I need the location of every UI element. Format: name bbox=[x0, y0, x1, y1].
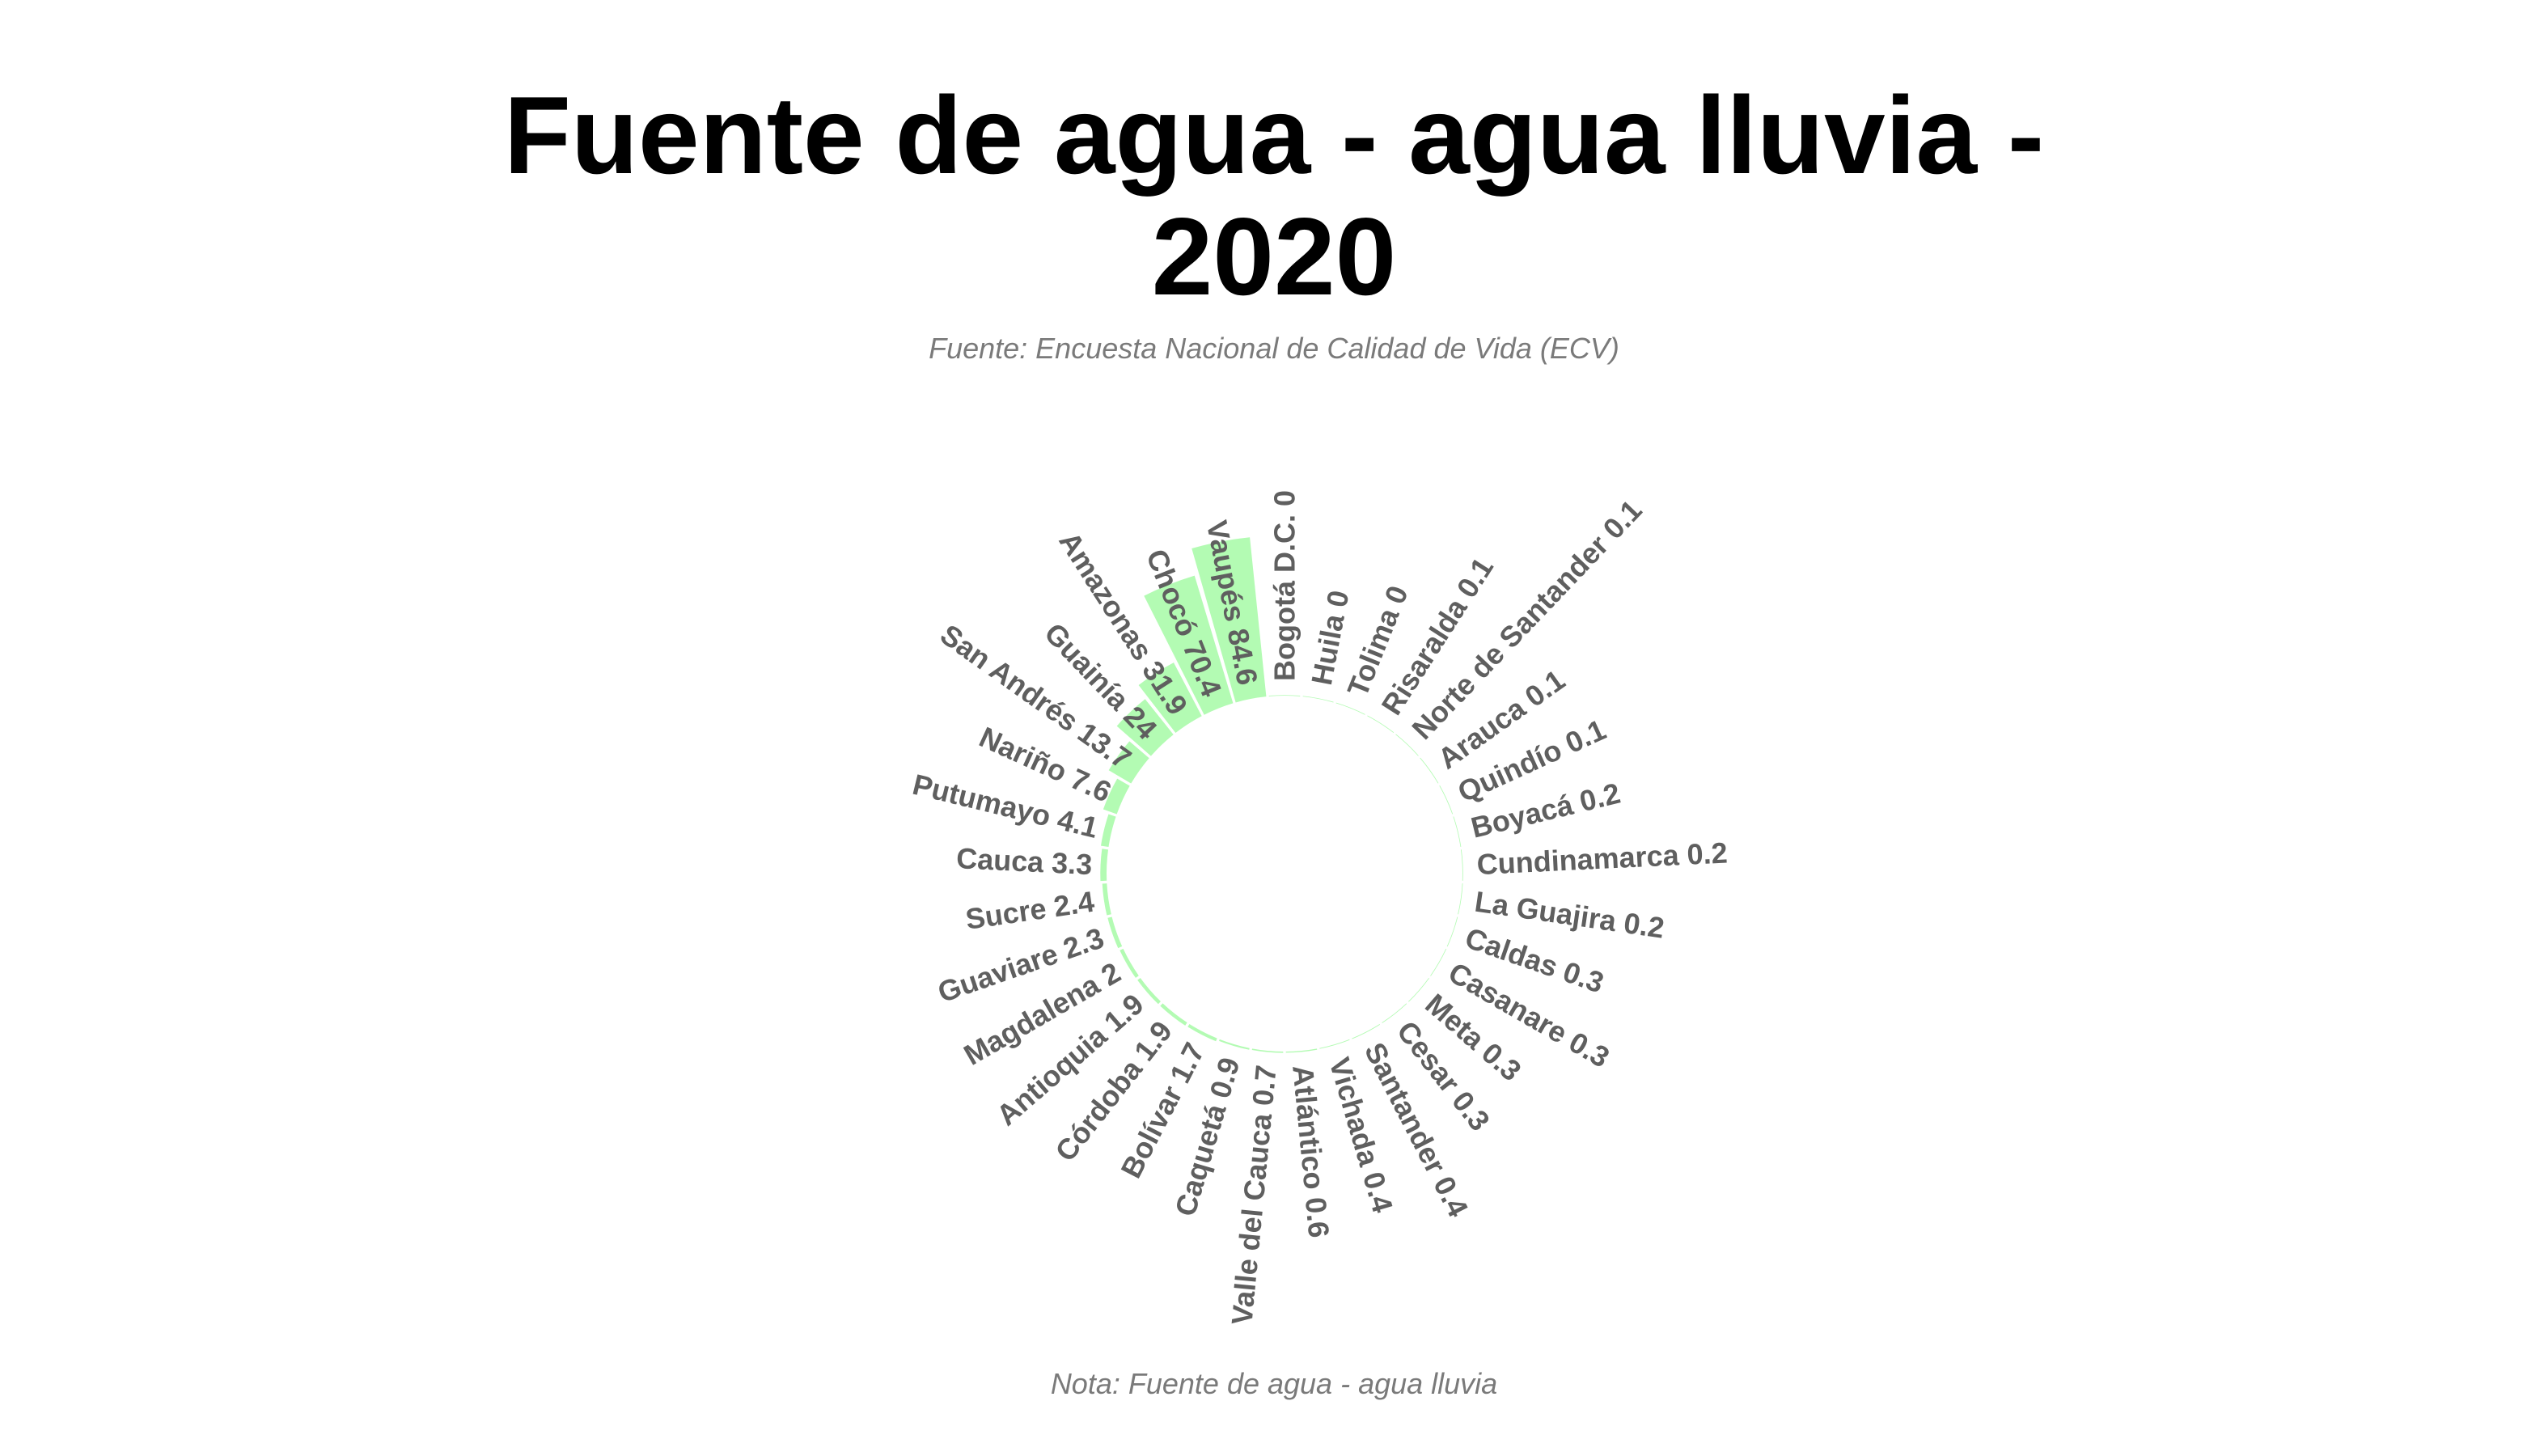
bar-24 bbox=[1102, 883, 1111, 916]
bar-5 bbox=[1420, 757, 1439, 784]
bar-label-8: Cundinamarca 0.2 bbox=[1476, 836, 1729, 881]
chart-title: Fuente de agua - agua lluvia - 2020 bbox=[0, 74, 2548, 317]
bar-0 bbox=[1268, 695, 1301, 696]
bar-29 bbox=[1116, 699, 1174, 756]
bar-17 bbox=[1251, 1048, 1284, 1053]
bar-1 bbox=[1302, 696, 1334, 703]
bar-26 bbox=[1100, 814, 1116, 848]
bar-32 bbox=[1191, 537, 1267, 703]
bar-9 bbox=[1458, 883, 1463, 915]
bar-6 bbox=[1439, 785, 1454, 815]
bar-31 bbox=[1144, 575, 1234, 715]
bar-25 bbox=[1100, 849, 1109, 882]
bar-label-16: Atlántico 0.6 bbox=[1286, 1064, 1335, 1239]
bar-27 bbox=[1103, 778, 1130, 815]
chart-subtitle: Fuente: Encuesta Nacional de Calidad de … bbox=[929, 332, 1619, 365]
bar-30 bbox=[1138, 662, 1202, 734]
bar-14 bbox=[1352, 1023, 1381, 1039]
bar-21 bbox=[1137, 977, 1161, 1005]
bar-12 bbox=[1408, 977, 1429, 1002]
bar-20 bbox=[1160, 1003, 1187, 1026]
bar-label-25: Cauca 3.3 bbox=[955, 841, 1093, 881]
bar-13 bbox=[1382, 1003, 1407, 1023]
chart-title-line-2: 2020 bbox=[1151, 195, 1397, 318]
bar-22 bbox=[1120, 948, 1139, 978]
bar-28 bbox=[1108, 741, 1149, 784]
bar-10 bbox=[1446, 916, 1458, 947]
bar-18 bbox=[1219, 1039, 1250, 1050]
bar-23 bbox=[1107, 916, 1123, 949]
bar-8 bbox=[1460, 849, 1463, 881]
bar-label-0: Bogotá D.C. 0 bbox=[1268, 490, 1302, 681]
bar-3 bbox=[1367, 715, 1395, 734]
bar-15 bbox=[1319, 1039, 1350, 1049]
chart-note: Nota: Fuente de agua - agua lluvia bbox=[1050, 1367, 1498, 1400]
chart-title-line-1: Fuente de agua - agua lluvia - bbox=[503, 74, 2045, 197]
bar-11 bbox=[1430, 948, 1447, 976]
bar-7 bbox=[1453, 816, 1462, 848]
bar-group bbox=[1100, 537, 1463, 1053]
bar-4 bbox=[1395, 734, 1419, 756]
bar-16 bbox=[1285, 1048, 1318, 1053]
bar-2 bbox=[1335, 702, 1365, 715]
bar-19 bbox=[1187, 1023, 1217, 1042]
